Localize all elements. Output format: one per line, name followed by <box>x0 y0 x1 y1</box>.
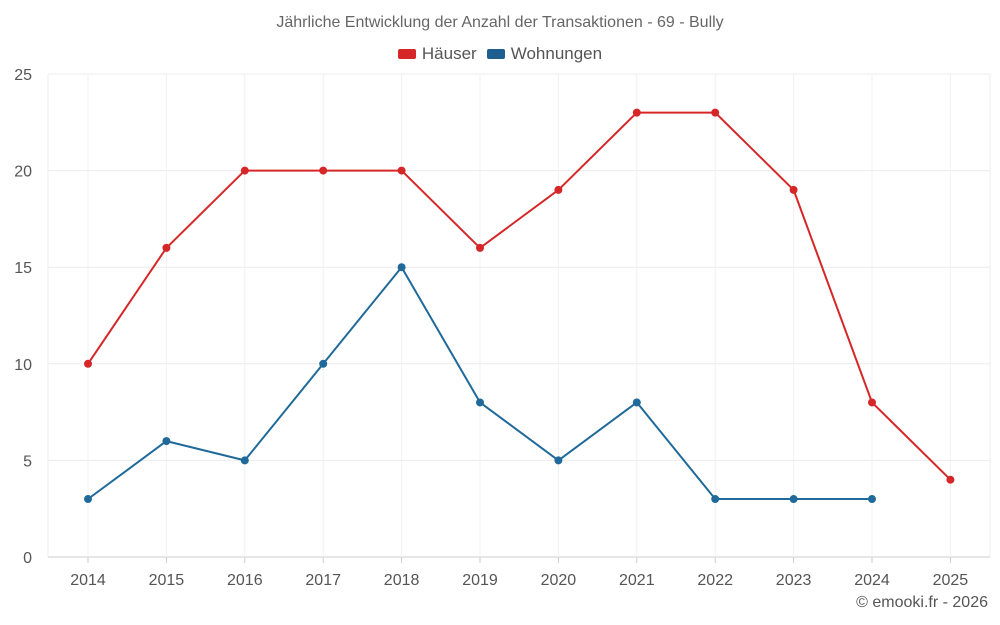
data-point-haeuser-2020 <box>554 185 563 194</box>
x-tick-label-2014: 2014 <box>70 572 106 589</box>
legend-label-haeuser: Häuser <box>421 44 477 63</box>
x-tick-label-2016: 2016 <box>227 572 263 589</box>
chart-title: Jährliche Entwicklung der Anzahl der Tra… <box>276 14 724 31</box>
data-point-haeuser-2019 <box>476 243 484 252</box>
y-tick-label-0: 0 <box>23 550 32 567</box>
data-point-haeuser-2014 <box>84 359 92 368</box>
x-tick-label-2024: 2024 <box>854 572 890 589</box>
legend-item-wohnungen[interactable]: Wohnungen <box>486 44 603 64</box>
legend: Häuser Wohnungen <box>0 44 1000 64</box>
data-point-haeuser-2017 <box>319 166 328 175</box>
x-tick-label-2017: 2017 <box>305 572 341 589</box>
data-point-wohnungen-2020 <box>554 456 563 465</box>
data-point-wohnungen-2017 <box>319 359 328 368</box>
data-point-wohnungen-2021 <box>632 398 641 407</box>
legend-swatch-wohnungen <box>486 49 505 59</box>
data-point-haeuser-2024 <box>868 398 876 407</box>
y-tick-label-25: 25 <box>14 67 32 84</box>
x-tick-label-2022: 2022 <box>697 572 733 589</box>
data-point-haeuser-2021 <box>632 108 641 117</box>
y-tick-label-15: 15 <box>14 260 32 277</box>
series-line-haeuser <box>87 111 952 481</box>
legend-label-wohnungen: Wohnungen <box>510 44 603 63</box>
x-tick-label-2021: 2021 <box>619 572 655 589</box>
data-point-wohnungen-2018 <box>397 263 406 272</box>
credit-text: © emooki.fr - 2026 <box>856 594 988 611</box>
data-point-wohnungen-2015 <box>162 437 171 446</box>
legend-item-haeuser[interactable]: Häuser <box>397 44 477 64</box>
x-tick-label-2019: 2019 <box>462 572 498 589</box>
x-tick-label-2015: 2015 <box>149 572 185 589</box>
x-tick-label-2025: 2025 <box>933 572 969 589</box>
data-point-wohnungen-2014 <box>84 495 92 504</box>
data-point-wohnungen-2016 <box>240 456 249 465</box>
data-point-haeuser-2016 <box>240 166 249 175</box>
data-point-wohnungen-2024 <box>868 495 876 504</box>
data-point-wohnungen-2022 <box>711 495 720 504</box>
legend-swatch-haeuser <box>397 49 416 59</box>
x-tick-label-2018: 2018 <box>384 572 420 589</box>
y-tick-label-20: 20 <box>14 164 32 181</box>
data-point-wohnungen-2023 <box>789 495 798 504</box>
x-tick-label-2023: 2023 <box>776 572 812 589</box>
data-point-haeuser-2015 <box>162 243 171 252</box>
data-point-wohnungen-2019 <box>476 398 484 407</box>
data-point-haeuser-2023 <box>789 185 798 194</box>
y-tick-label-5: 5 <box>23 453 32 470</box>
x-tick-label-2020: 2020 <box>541 572 577 589</box>
data-point-haeuser-2022 <box>711 108 720 117</box>
data-point-haeuser-2025 <box>946 475 955 484</box>
y-tick-label-10: 10 <box>14 357 32 374</box>
data-point-haeuser-2018 <box>397 166 406 175</box>
